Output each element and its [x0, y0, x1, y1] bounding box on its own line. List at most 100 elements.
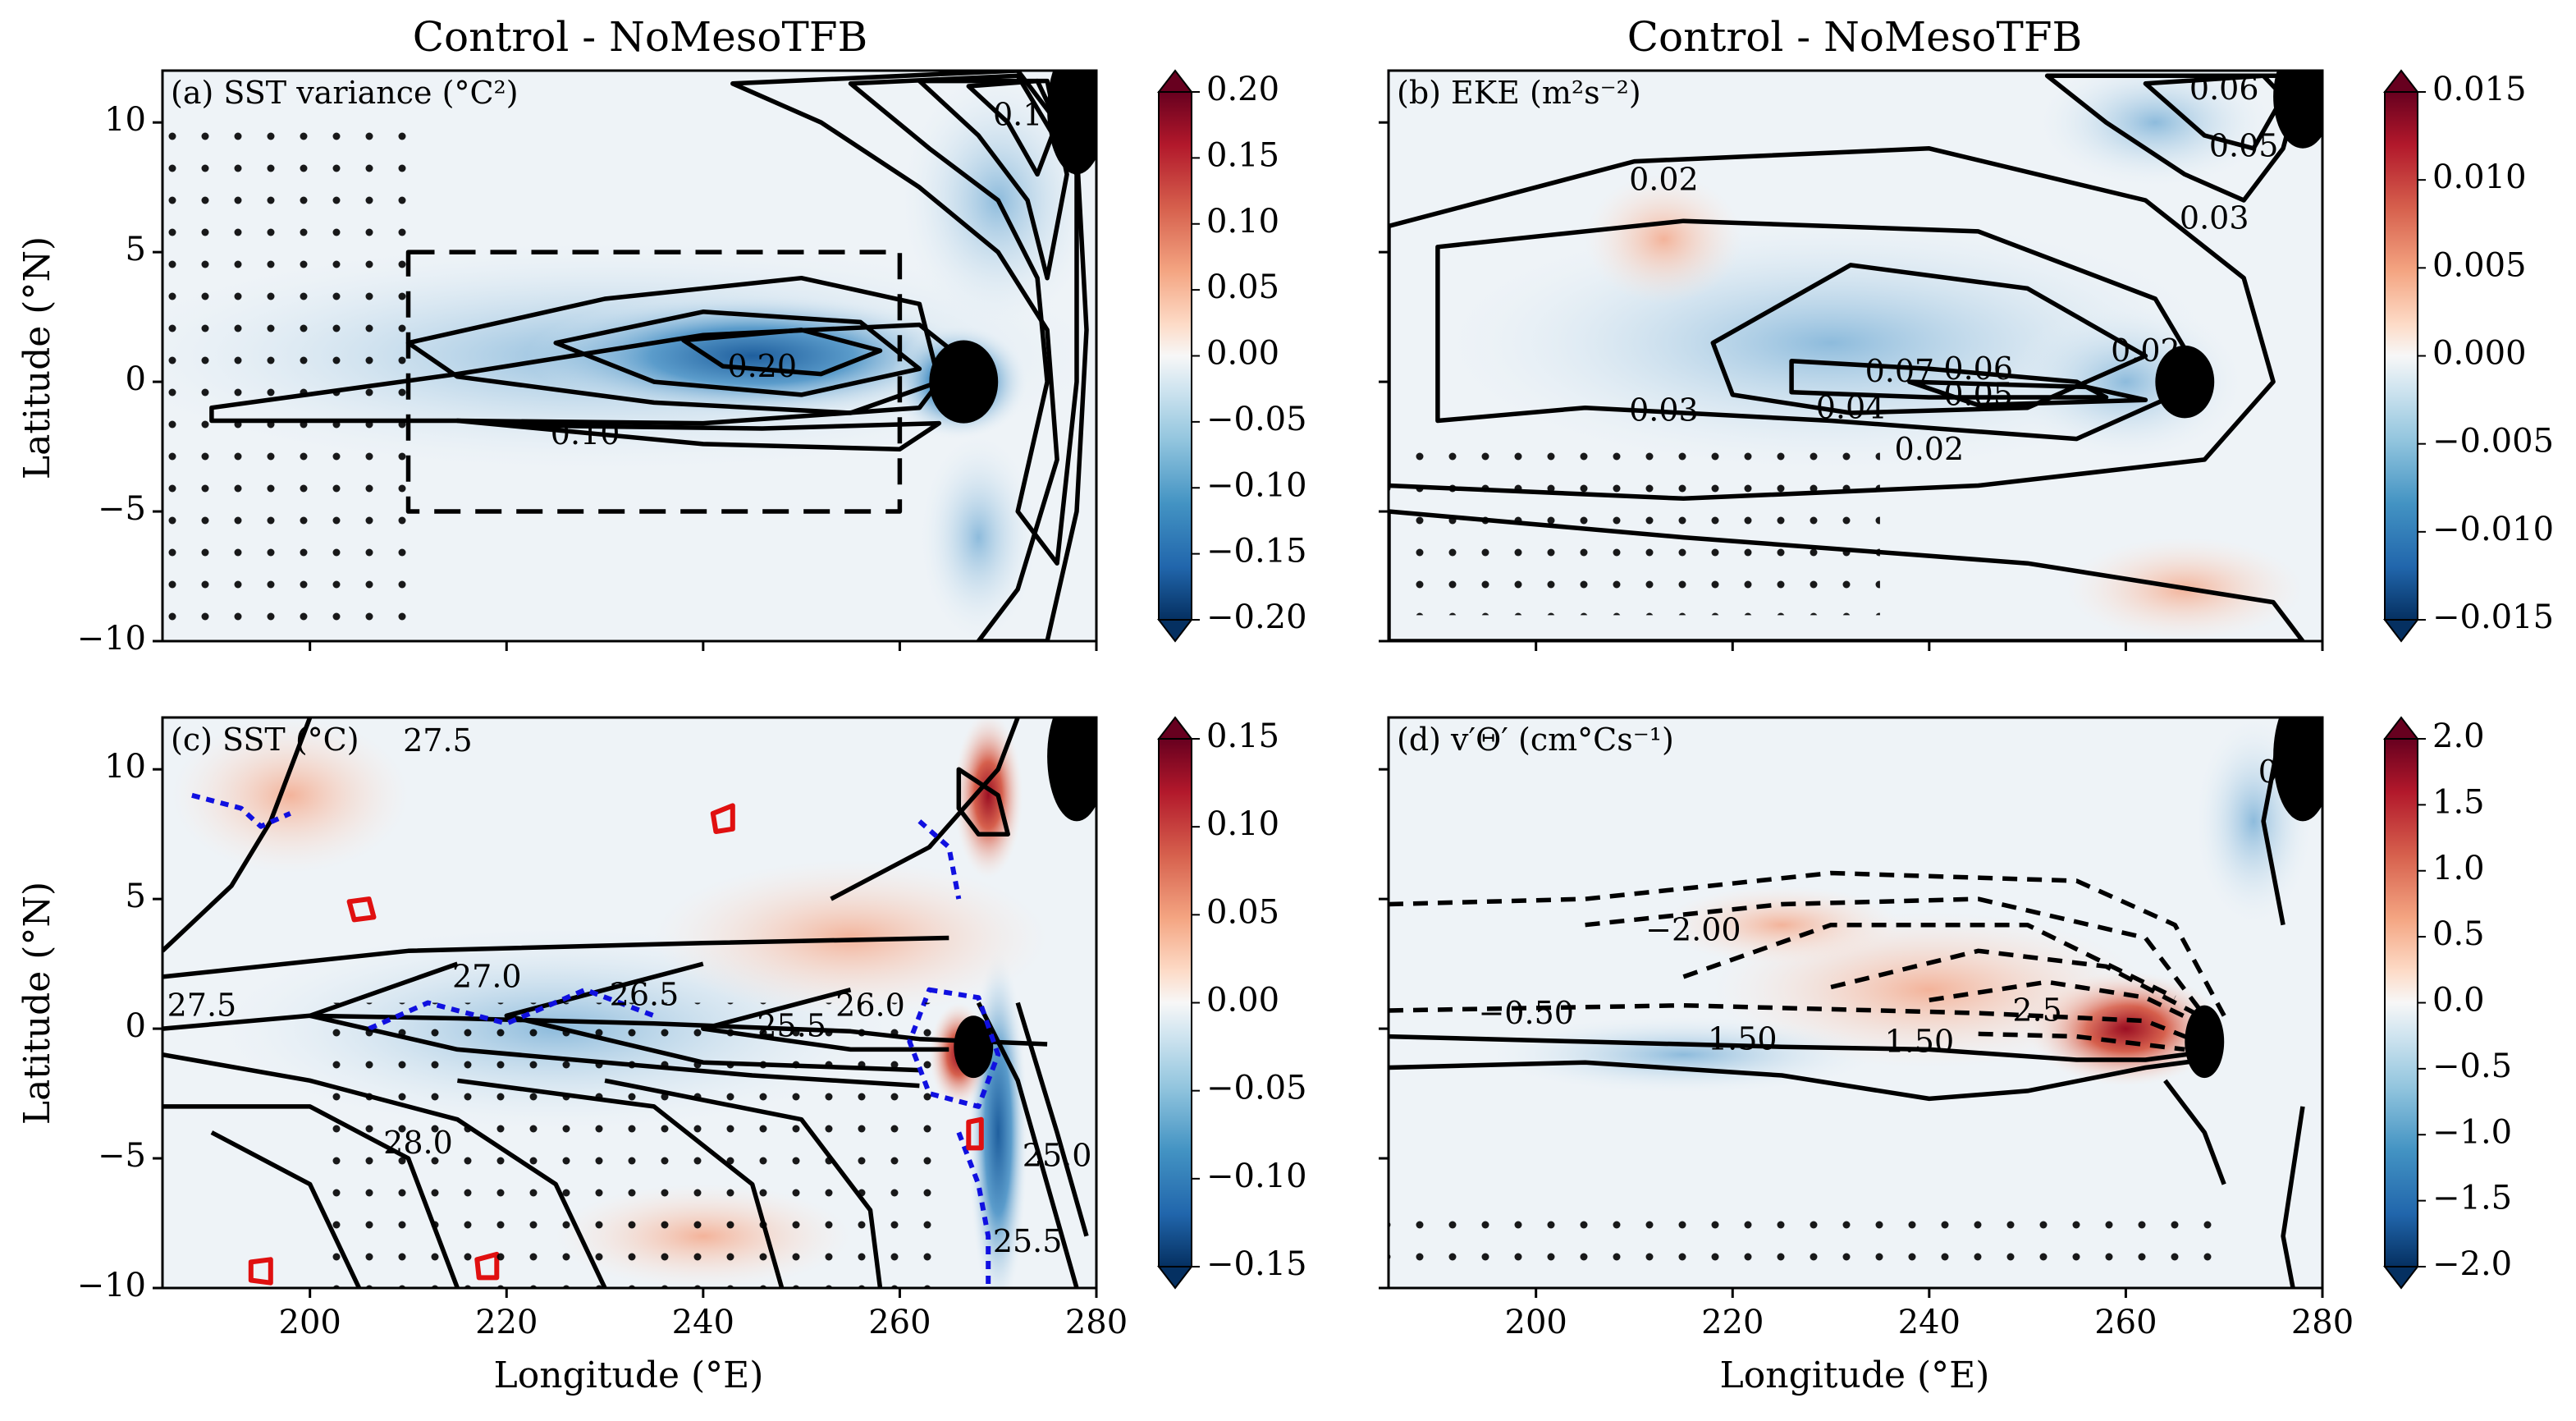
axes-frame	[161, 69, 1098, 643]
colorbar-tick-label: −0.15	[1206, 1245, 1307, 1283]
contour-label: 0.05	[2209, 127, 2279, 163]
panel-d: 0.50 −2.00 −0.50 1.50 1.50 2.5 (d) v′Θ′ (cm°Cs…	[1379, 716, 2512, 1341]
ylabel-top: Latitude (°N)	[16, 236, 58, 479]
colorbar-tick-label: 0.10	[1206, 805, 1279, 843]
significance-contour	[956, 1131, 991, 1288]
colorbar-tick-label: −0.015	[2432, 598, 2554, 636]
column-titles: Control - NoMesoTFB Control - NoMesoTFB	[413, 13, 2083, 61]
colorbar-min-extension	[1156, 1266, 1194, 1290]
colorbar-tick-label: −0.10	[1206, 466, 1307, 504]
panel-c: 27.527.527.026.525.526.028.0 25.025.5(c) …	[77, 716, 1307, 1341]
dense-contours	[2273, 71, 2322, 149]
contour-line	[162, 717, 313, 953]
x-tick-label: 240	[1898, 1304, 1961, 1341]
stippling	[162, 127, 419, 631]
contour-label: 0.20	[727, 348, 797, 384]
contour-label: 0.04	[1816, 389, 1886, 425]
colorbar: 0.15 0.10 0.05 0.00 −0.05 −0.10 −0.15	[1156, 716, 1307, 1290]
colorbar: 0.20 0.15 0.10 0.05 0.00 −0.05 −0.10 −0.15 −0.20	[1156, 69, 1307, 643]
contour-line	[917, 78, 1069, 281]
colorbar-tick-label: 0.015	[2432, 71, 2527, 108]
negative-contour	[1978, 1031, 2185, 1052]
stippling	[1389, 1210, 2225, 1276]
plot-area: 0.10 0.20 0.1	[162, 71, 1096, 641]
colorbar-tick-label: −1.0	[2432, 1113, 2512, 1151]
axes-frame	[161, 716, 1098, 1290]
negative-contour	[1830, 948, 2196, 1015]
x-tick-label: 260	[868, 1304, 931, 1341]
x-tick-label: 240	[672, 1304, 734, 1341]
colorbar: 0.015 0.010 0.005 0.000 −0.005 −0.010 −0.015	[2382, 69, 2554, 643]
y-tick-label: 5	[126, 231, 146, 268]
panel-label: (b) EKE (m²s⁻²)	[1397, 75, 1641, 111]
contour-line	[1435, 218, 2208, 442]
colorbar-tick-label: 0.00	[1206, 982, 1279, 1020]
panel-label: (d) v′Θ′ (cm°Cs⁻¹)	[1397, 722, 1674, 758]
contour-label: 25.5	[993, 1223, 1063, 1259]
negative-contour	[1682, 922, 2176, 1000]
contour-line	[455, 418, 942, 452]
plot-area: 27.527.527.026.525.526.028.0 25.025.5	[162, 717, 1096, 1288]
panel-label: (c) SST (°C)	[171, 722, 359, 758]
y-tick-label: 10	[104, 748, 146, 786]
contour-line	[1389, 1034, 2205, 1062]
colorbar-min-extension	[1156, 619, 1194, 643]
contour-label: 0.50	[2258, 754, 2328, 790]
x-tick-label: 220	[475, 1304, 538, 1341]
contour-line	[1015, 1002, 1089, 1237]
contour-line	[1389, 1057, 2205, 1102]
significance-contour	[191, 792, 291, 829]
contour-label: 1.50	[1708, 1020, 1778, 1057]
colorbar-tick-label: −0.05	[1206, 1070, 1307, 1107]
significance-contour	[346, 896, 377, 923]
contour-line	[976, 1002, 1079, 1288]
contour-label: 0.03	[1629, 392, 1699, 429]
colorbar-gradient	[1159, 739, 1192, 1267]
contour-line	[681, 328, 883, 377]
colorbar-tick-label: 0.010	[2432, 158, 2527, 196]
colorbar-min-extension	[2382, 1266, 2420, 1290]
contour-line	[553, 309, 922, 397]
contour-label: 26.5	[610, 977, 679, 1013]
y-tick-label: 5	[126, 878, 146, 915]
x-axis-label-left: Longitude (°E)	[494, 1355, 764, 1396]
stippling	[309, 1002, 949, 1288]
contour-label: 0.06	[1943, 351, 2013, 387]
contour-line	[1789, 359, 2109, 400]
contour-label: 25.5	[757, 1008, 826, 1044]
x-tick-label: 260	[2094, 1304, 2157, 1341]
negative-contour	[1585, 896, 2207, 1017]
colorbar-tick-label: −2.0	[2432, 1245, 2512, 1283]
y-tick-label: 10	[104, 101, 146, 139]
x-tick-label: 280	[2291, 1304, 2354, 1341]
colorbar-max-extension	[1156, 69, 1194, 93]
column-title-left: Control - NoMesoTFB	[413, 13, 868, 61]
significance-contour	[917, 819, 962, 900]
contour-label: 0.02	[1629, 161, 1699, 197]
colorbar-tick-label: 0.000	[2432, 335, 2527, 373]
contour-label: −0.50	[1478, 995, 1573, 1031]
stippling	[1389, 433, 1880, 616]
contour-line	[1907, 379, 2148, 408]
contour-line	[830, 717, 1020, 901]
colorbar-tick-label: −1.5	[2432, 1180, 2512, 1217]
contour-label: 27.5	[403, 722, 473, 759]
anomaly-patch	[2007, 304, 2244, 460]
anomaly-patch	[172, 717, 409, 873]
panels: 0.10 0.20 0.1 (a) SST variance (°C²) −10 −5 0 5…	[77, 69, 2554, 1341]
colorbar-tick-label: 1.5	[2432, 783, 2485, 821]
contour-label: 26.0	[835, 987, 905, 1023]
colorbar-gradient	[2385, 92, 2418, 620]
contour-label: 0.10	[551, 415, 620, 452]
colorbar-max-extension	[1156, 716, 1194, 740]
axes-frame	[1387, 716, 2324, 1290]
contour-label: 0.06	[2189, 71, 2259, 107]
colorbar-tick-label: −0.15	[1206, 533, 1307, 571]
contour-line	[956, 767, 1010, 837]
colorbar-tick-label: −0.010	[2432, 511, 2554, 548]
colorbar-tick-label: −0.5	[2432, 1047, 2512, 1085]
dense-contours	[1047, 717, 1096, 822]
colorbar-gradient	[2385, 739, 2418, 1267]
column-title-right: Control - NoMesoTFB	[1627, 13, 2083, 61]
colorbar-tick-label: 0.15	[1206, 136, 1279, 174]
